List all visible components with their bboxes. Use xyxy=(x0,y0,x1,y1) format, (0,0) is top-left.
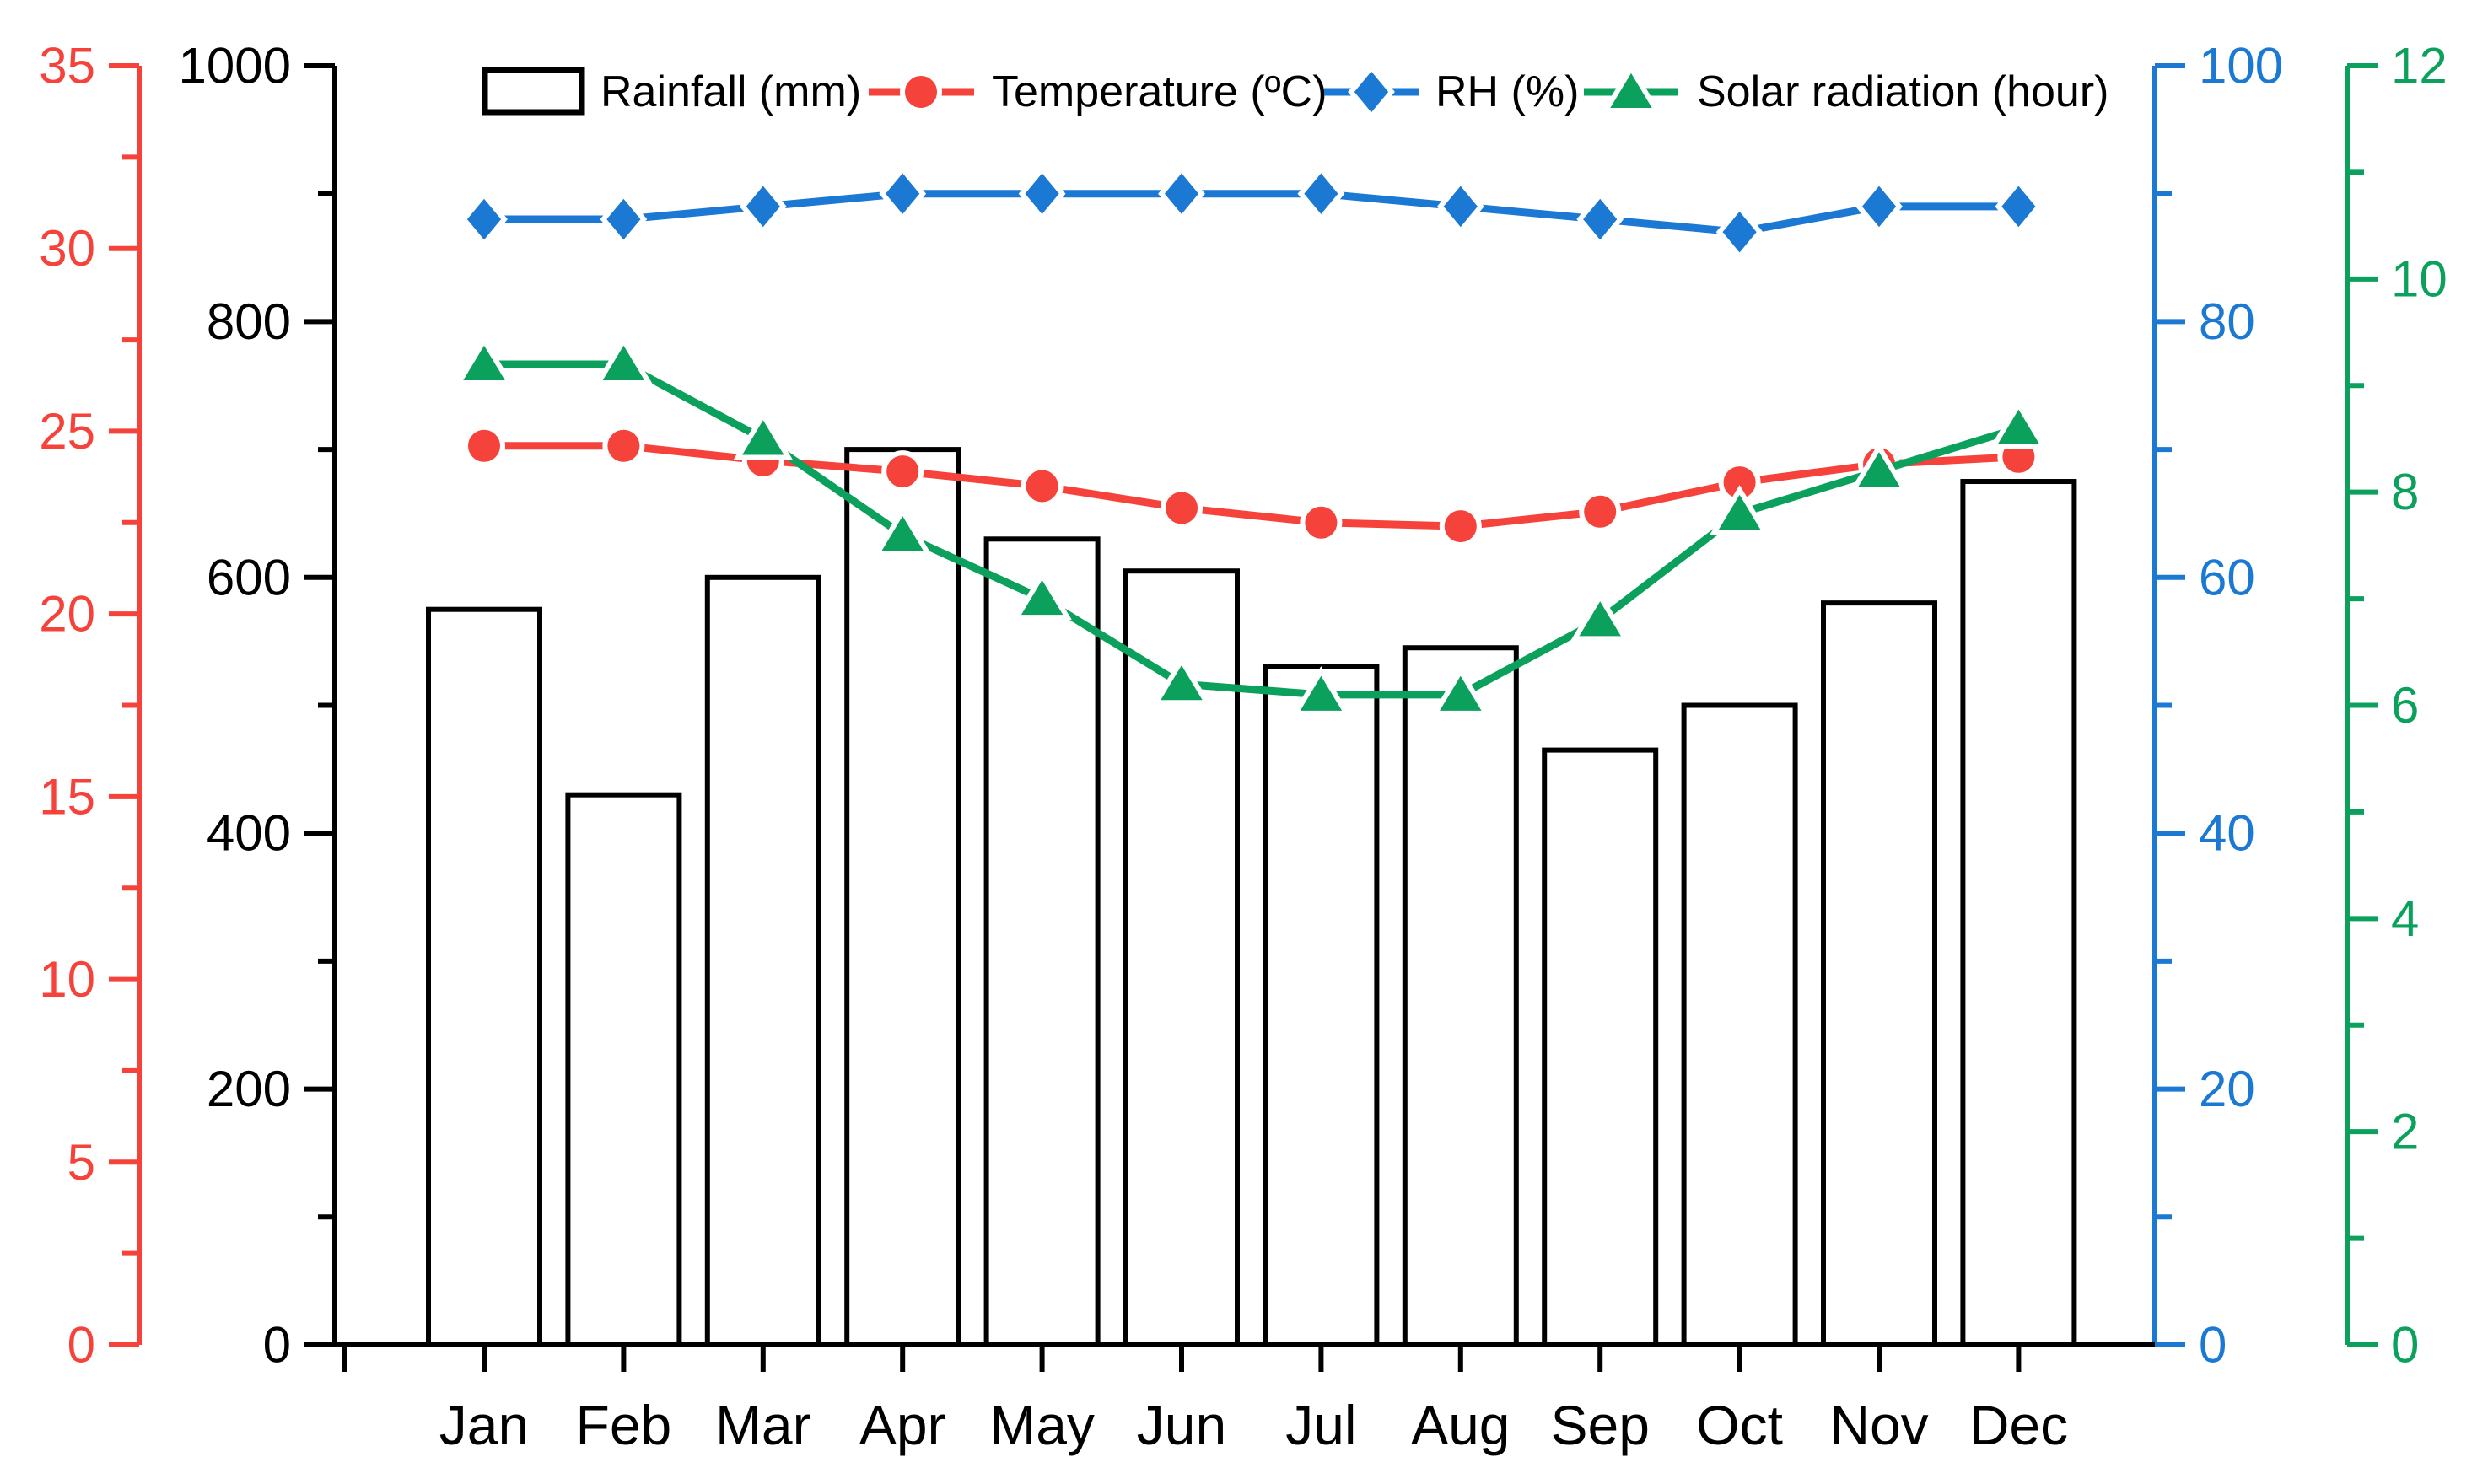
temperature-marker-jul xyxy=(1300,501,1343,544)
rh-tick-label: 0 xyxy=(2199,1317,2227,1374)
temperature-marker-jun xyxy=(1161,487,1203,530)
legend-label-rainfall: Rainfall (mm) xyxy=(600,67,861,116)
rh-marker-jun xyxy=(1158,164,1205,223)
rh-marker-apr xyxy=(879,164,927,223)
legend-marker-temperature xyxy=(900,71,942,113)
temperature-tick-label: 10 xyxy=(39,951,95,1008)
solar-marker-jan xyxy=(454,336,514,385)
x-tick-label-aug: Aug xyxy=(1411,1394,1510,1456)
rh-tick-label: 80 xyxy=(2199,293,2255,350)
x-tick-label-sep: Sep xyxy=(1550,1394,1649,1456)
temperature-tick-label: 25 xyxy=(39,403,95,460)
rh-marker-mar xyxy=(739,178,787,235)
legend-marker-solar xyxy=(1601,63,1661,113)
rainfall-tick-label: 800 xyxy=(207,293,291,350)
rainfall-tick-label: 400 xyxy=(207,805,291,862)
bar-feb xyxy=(565,792,682,1347)
rh-marker-nov xyxy=(1855,178,1903,235)
bar-jul xyxy=(1263,664,1380,1347)
solar-marker-dec xyxy=(1989,399,2049,449)
rh-marker-aug xyxy=(1436,178,1484,235)
temperature-marker-feb xyxy=(602,424,645,467)
x-tick-label-feb: Feb xyxy=(576,1394,672,1456)
solar-tick-label: 0 xyxy=(2391,1317,2419,1374)
x-tick-label-jul: Jul xyxy=(1285,1394,1356,1456)
bar-may xyxy=(983,536,1101,1347)
rh-marker-may xyxy=(1018,164,1066,223)
bar-jan xyxy=(426,606,542,1347)
x-tick-label-apr: Apr xyxy=(859,1394,946,1456)
x-tick-label-jan: Jan xyxy=(439,1394,529,1456)
rh-marker-feb xyxy=(600,191,648,248)
legend-label-temperature: Temperature (ºC) xyxy=(992,67,1327,116)
temperature-tick-label: 20 xyxy=(39,586,95,643)
temperature-marker-jan xyxy=(463,424,505,467)
rainfall-tick-label: 600 xyxy=(207,549,291,605)
solar-marker-oct xyxy=(1710,485,1769,535)
rh-marker-oct xyxy=(1715,203,1764,261)
solar-marker-aug xyxy=(1430,666,1491,716)
x-tick-label-jun: Jun xyxy=(1137,1394,1226,1456)
rh-marker-sep xyxy=(1576,191,1624,248)
rh-tick-label: 60 xyxy=(2199,549,2255,605)
legend-label-solar: Solar radiation (hour) xyxy=(1697,67,2108,116)
solar-marker-mar xyxy=(733,410,794,460)
rh-tick-label: 100 xyxy=(2199,38,2283,94)
rainfall-tick-label: 200 xyxy=(207,1061,291,1117)
temperature-tick-label: 35 xyxy=(39,38,95,94)
rh-marker-jul xyxy=(1297,164,1345,223)
bar-oct xyxy=(1681,702,1798,1347)
temperature-line xyxy=(484,442,2019,530)
solar-marker-jul xyxy=(1291,666,1351,716)
temperature-tick-label: 5 xyxy=(67,1134,95,1191)
legend-swatch-rainfall xyxy=(482,67,585,116)
rh-marker-dec xyxy=(1995,178,2043,235)
solar-tick-label: 6 xyxy=(2391,677,2419,734)
legend-label-rh: RH (%) xyxy=(1435,67,1579,116)
temperature-marker-sep xyxy=(1579,490,1622,533)
rh-line xyxy=(484,190,2019,236)
solar-tick-label: 10 xyxy=(2391,250,2448,307)
solar-marker-feb xyxy=(594,336,654,385)
bar-aug xyxy=(1402,645,1519,1347)
rainfall-tick-label: 0 xyxy=(263,1317,291,1374)
legend-marker-rh xyxy=(1348,63,1395,121)
solar-line xyxy=(484,360,2020,699)
bar-dec xyxy=(1960,479,2077,1347)
bar-apr xyxy=(844,447,961,1347)
solar-tick-label: 8 xyxy=(2391,464,2419,520)
temperature-marker-apr xyxy=(881,450,924,493)
solar-tick-label: 2 xyxy=(2391,1104,2419,1160)
solar-marker-nov xyxy=(1849,442,1909,492)
solar-marker-jun xyxy=(1151,655,1212,706)
temperature-marker-aug xyxy=(1439,505,1482,548)
temperature-tick-label: 30 xyxy=(39,220,95,277)
x-tick-label-dec: Dec xyxy=(1969,1394,2068,1456)
solar-marker-may xyxy=(1012,570,1072,621)
temperature-marker-may xyxy=(1021,465,1064,508)
rh-marker-jan xyxy=(460,191,508,248)
rh-tick-label: 40 xyxy=(2199,805,2255,862)
x-tick-label-oct: Oct xyxy=(1696,1394,1783,1456)
bar-sep xyxy=(1542,747,1659,1347)
rainfall-tick-label: 1000 xyxy=(179,38,291,94)
solar-marker-sep xyxy=(1570,591,1630,642)
x-tick-label-may: May xyxy=(989,1394,1095,1456)
rh-tick-label: 20 xyxy=(2199,1061,2255,1117)
x-tick-label-nov: Nov xyxy=(1829,1394,1928,1456)
x-tick-label-mar: Mar xyxy=(715,1394,811,1456)
bar-nov xyxy=(1821,600,1937,1347)
solar-marker-apr xyxy=(872,506,933,556)
solar-tick-label: 12 xyxy=(2391,38,2448,94)
solar-tick-label: 4 xyxy=(2391,890,2419,947)
temperature-tick-label: 0 xyxy=(67,1317,95,1374)
bar-mar xyxy=(704,574,821,1347)
temperature-tick-label: 15 xyxy=(39,768,95,825)
